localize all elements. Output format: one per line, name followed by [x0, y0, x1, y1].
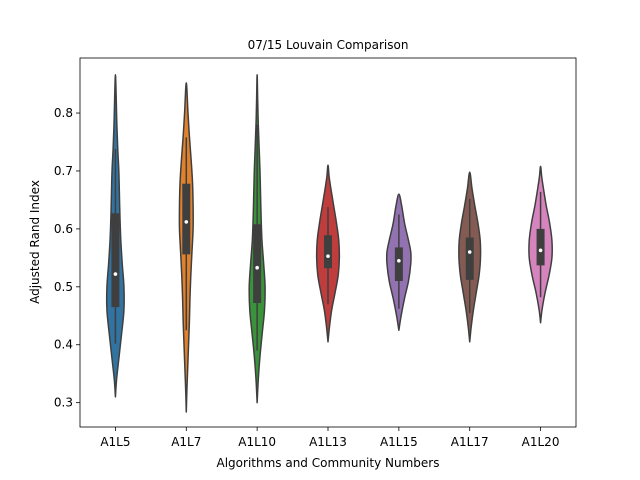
y-tick-label: 0.3 — [54, 396, 73, 410]
x-tick-label: A1L15 — [380, 435, 418, 449]
y-tick-label: 0.7 — [54, 164, 73, 178]
x-tick-label: A1L5 — [100, 435, 130, 449]
violin-iqr-box — [466, 238, 474, 280]
violin-median-dot — [468, 250, 472, 254]
x-axis-label: Algorithms and Community Numbers — [217, 456, 440, 470]
violin-median-dot — [397, 259, 401, 263]
y-tick-label: 0.5 — [54, 280, 73, 294]
y-tick-label: 0.4 — [54, 338, 73, 352]
chart-title: 07/15 Louvain Comparison — [248, 38, 409, 52]
violin-median-dot — [114, 272, 118, 276]
y-tick-label: 0.8 — [54, 106, 73, 120]
violin-median-dot — [255, 266, 259, 270]
y-axis-label: Adjusted Rand Index — [28, 180, 42, 304]
y-axis-ticks: 0.3 0.4 0.5 0.6 0.7 0.8 — [54, 106, 80, 410]
violin-iqr-box — [324, 235, 332, 268]
x-axis-ticks: A1L5 A1L7 A1L10 A1L13 A1L15 A1L17 A1L20 — [100, 427, 559, 449]
x-tick-label: A1L13 — [309, 435, 347, 449]
violin-median-dot — [539, 249, 543, 253]
x-tick-label: A1L10 — [238, 435, 276, 449]
y-tick-label: 0.6 — [54, 222, 73, 236]
violin-median-dot — [184, 220, 188, 224]
x-tick-label: A1L17 — [451, 435, 489, 449]
x-tick-label: A1L7 — [171, 435, 201, 449]
violin-iqr-box — [253, 224, 261, 303]
x-tick-label: A1L20 — [522, 435, 560, 449]
violin-median-dot — [326, 254, 330, 258]
violin-iqr-box — [395, 247, 403, 281]
violin-iqr-box — [111, 213, 119, 307]
violin-iqr-box — [182, 184, 190, 255]
violin-iqr-box — [537, 229, 545, 265]
